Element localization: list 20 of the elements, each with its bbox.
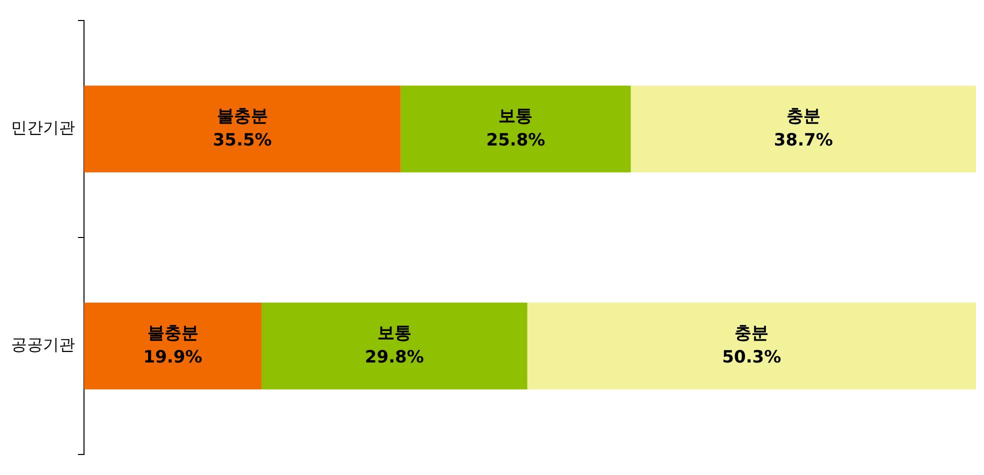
bar	[527, 302, 976, 390]
data-label: 29.8%	[364, 347, 424, 368]
series-label: 보통	[498, 106, 533, 126]
data-label: 35.5%	[212, 130, 272, 150]
text: 불충분	[147, 323, 198, 344]
data-label: 25.8%	[486, 130, 546, 150]
text: 보통	[377, 323, 412, 344]
series-label: 불충분	[216, 106, 268, 126]
bar	[84, 86, 401, 172]
bar	[400, 86, 631, 172]
bar	[262, 302, 528, 390]
bar	[630, 86, 976, 172]
bar	[84, 302, 262, 390]
data-label: 50.3%	[722, 347, 782, 368]
text: 충분	[734, 323, 769, 344]
y-tick-label: 공공기관	[11, 335, 75, 354]
y-tick-label: 민간기관	[11, 118, 75, 138]
series-label: 충분	[786, 106, 820, 126]
data-label: 19.9%	[143, 347, 202, 368]
data-label: 38.7%	[774, 130, 833, 150]
